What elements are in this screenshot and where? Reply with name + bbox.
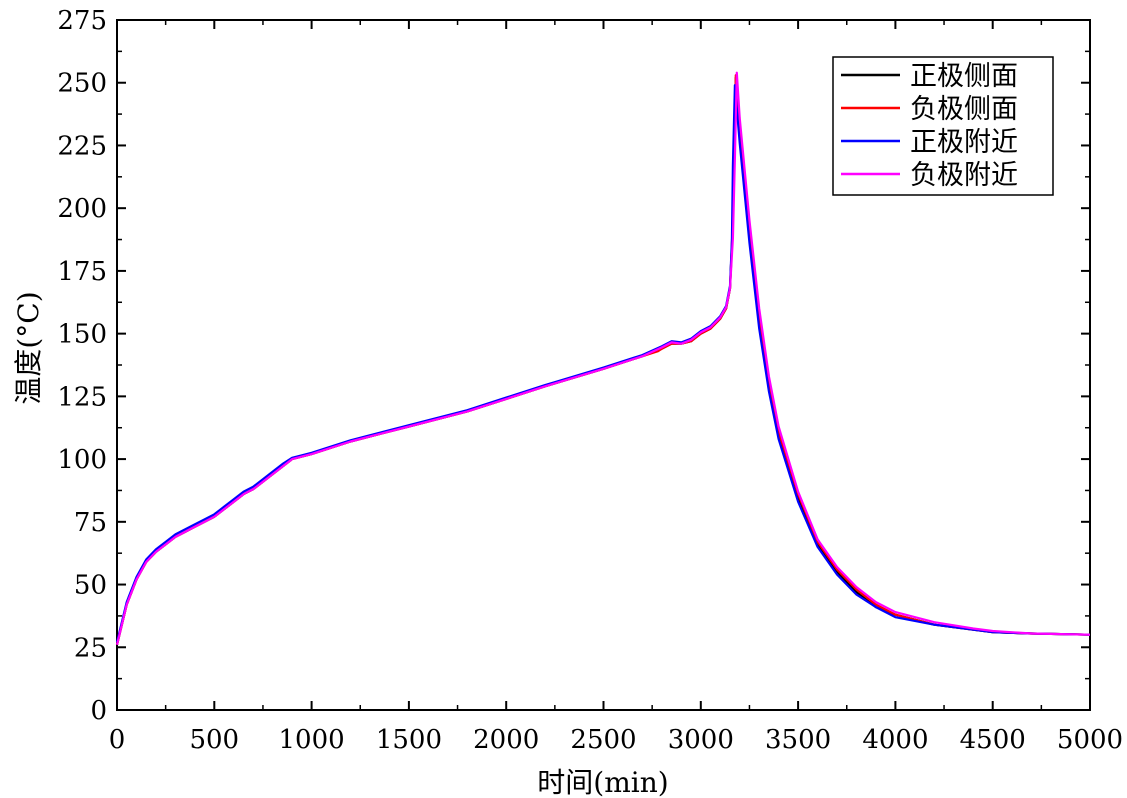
- y-axis-title: 温度(°C): [12, 291, 45, 404]
- y-tick-label: 250: [57, 69, 107, 99]
- y-tick-label: 25: [74, 633, 107, 663]
- x-tick-label: 4000: [862, 725, 928, 755]
- legend-label-2: 正极附近: [910, 127, 1018, 158]
- x-tick-label: 5000: [1057, 725, 1123, 755]
- y-tick-label: 150: [57, 320, 107, 350]
- y-tick-label: 175: [57, 257, 107, 287]
- y-tick-label: 125: [57, 382, 107, 412]
- legend-label-1: 负极侧面: [910, 94, 1018, 125]
- y-tick-label: 0: [90, 696, 107, 726]
- x-axis-title: 时间(min): [537, 766, 668, 798]
- x-tick-label: 0: [109, 725, 126, 755]
- series-line-3: [115, 71, 1091, 646]
- axis-tick-labels: 0 500 1000 1500 2000 2500 3000 3500 4000 4500 5000…: [57, 6, 1123, 755]
- y-tick-label: 100: [57, 445, 107, 475]
- x-tick-label: 1500: [376, 725, 442, 755]
- x-tick-label: 3500: [765, 725, 831, 755]
- y-tick-label: 75: [74, 508, 107, 538]
- x-tick-label: 3000: [668, 725, 734, 755]
- y-tick-label: 50: [74, 571, 107, 601]
- y-tick-label: 275: [57, 6, 107, 36]
- series-lines: [115, 71, 1091, 646]
- legend-box: [832, 56, 1054, 196]
- x-tick-label: 2000: [473, 725, 539, 755]
- axis-ticks: [116, 19, 1091, 711]
- x-tick-label: 1000: [279, 725, 345, 755]
- x-tick-label: 4500: [960, 725, 1026, 755]
- x-tick-label: 500: [189, 725, 239, 755]
- legend-label-3: 负极附近: [910, 160, 1018, 191]
- legend-label-0: 正极侧面: [910, 61, 1018, 92]
- x-tick-label: 2500: [570, 725, 636, 755]
- y-tick-label: 225: [57, 131, 107, 161]
- y-tick-label: 200: [57, 194, 107, 224]
